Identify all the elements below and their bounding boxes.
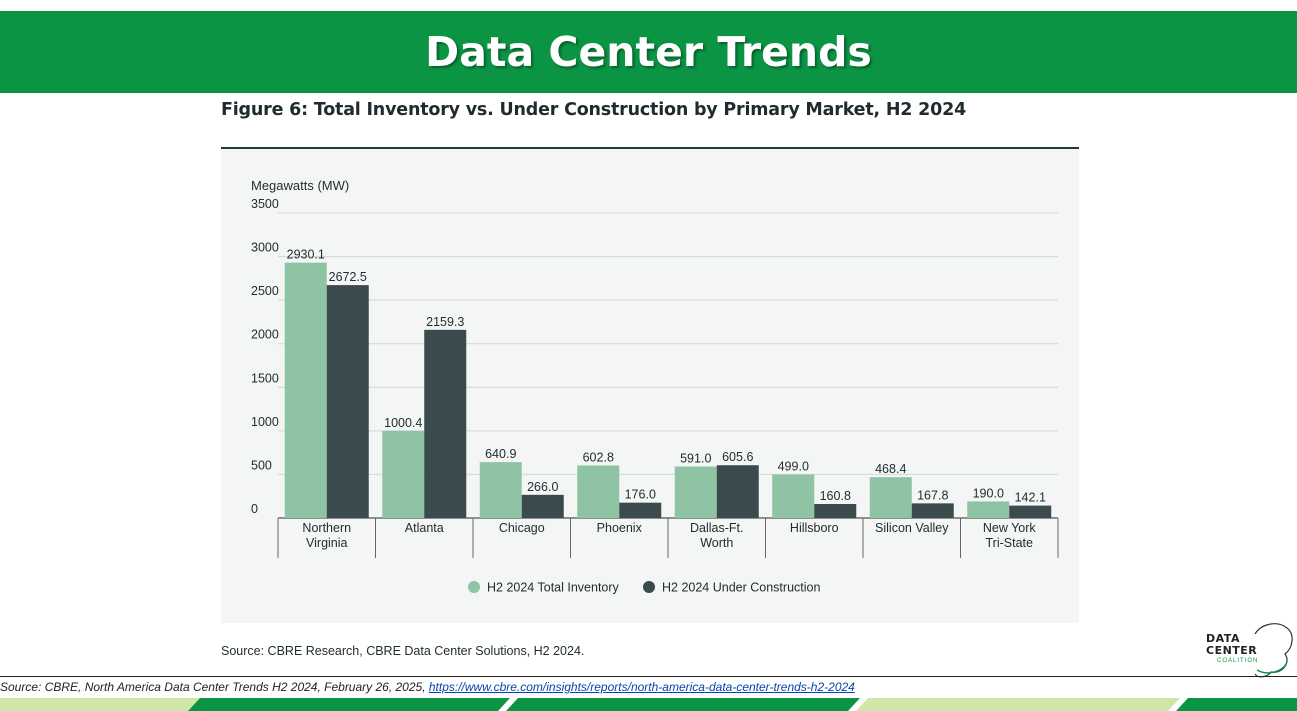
data-center-coalition-logo: DATA CENTER COALITION xyxy=(1197,618,1297,678)
y-axis-title: Megawatts (MW) xyxy=(251,178,349,193)
figure-title: Figure 6: Total Inventory vs. Under Cons… xyxy=(221,100,967,120)
data-label: 176.0 xyxy=(625,488,656,502)
bar xyxy=(967,501,1010,518)
data-label: 468.4 xyxy=(875,462,906,476)
y-tick-label: 0 xyxy=(251,502,258,516)
logo-text-line2: CENTER xyxy=(1206,644,1258,657)
y-tick-label: 1000 xyxy=(251,415,279,429)
bar xyxy=(869,477,912,518)
x-tick-label: New York xyxy=(983,521,1037,535)
footer-divider xyxy=(0,676,1297,677)
bar xyxy=(521,494,564,518)
y-tick-label: 2500 xyxy=(251,284,279,298)
x-tick-label: Northern xyxy=(302,521,351,535)
page-title: Data Center Trends xyxy=(425,28,872,76)
bar xyxy=(814,503,857,518)
data-label: 591.0 xyxy=(680,451,711,465)
y-tick-label: 500 xyxy=(251,458,272,472)
bar xyxy=(1009,505,1052,518)
data-label: 605.6 xyxy=(722,450,753,464)
data-label: 1000.4 xyxy=(384,416,422,430)
legend-label: H2 2024 Total Inventory xyxy=(487,581,620,595)
x-tick-label: Hillsboro xyxy=(790,521,839,535)
footer-stripe xyxy=(0,698,1297,711)
x-tick-label: Dallas-Ft. xyxy=(690,521,743,535)
bar xyxy=(716,465,759,518)
data-label: 190.0 xyxy=(973,486,1004,500)
data-label: 167.8 xyxy=(917,488,948,502)
chart-panel: Megawatts (MW) 3500 3000 2500 2000 1500 1000 50… xyxy=(221,147,1079,623)
y-tick-label: 1500 xyxy=(251,371,279,385)
data-label: 266.0 xyxy=(527,480,558,494)
logo-text-line1: DATA xyxy=(1206,632,1240,645)
bar xyxy=(911,503,954,518)
legend-swatch xyxy=(468,581,480,593)
data-label: 499.0 xyxy=(778,460,809,474)
legend-label: H2 2024 Under Construction xyxy=(662,581,820,595)
bar xyxy=(674,466,717,518)
bar xyxy=(326,285,369,518)
bar xyxy=(577,465,620,518)
x-tick-label: Chicago xyxy=(499,521,545,535)
footer-source: Source: CBRE, North America Data Center … xyxy=(0,680,855,694)
data-label: 2930.1 xyxy=(287,248,325,262)
bar xyxy=(619,502,662,518)
bar-chart: Megawatts (MW) 3500 3000 2500 2000 1500 1000 50… xyxy=(251,178,1059,595)
x-tick-label: Phoenix xyxy=(597,521,643,535)
data-label: 602.8 xyxy=(583,450,614,464)
y-tick-label: 2000 xyxy=(251,328,279,342)
data-label: 640.9 xyxy=(485,447,516,461)
bar xyxy=(424,329,467,518)
x-tick-label: Virginia xyxy=(306,536,348,550)
y-tick-label: 3000 xyxy=(251,241,279,255)
figure-source: Source: CBRE Research, CBRE Data Center … xyxy=(221,644,585,658)
y-tick-label: 3500 xyxy=(251,197,279,211)
logo-text-line3: COALITION xyxy=(1217,658,1259,664)
header-bar: Data Center Trends xyxy=(0,11,1297,93)
bar xyxy=(772,474,815,518)
x-tick-label: Worth xyxy=(700,536,733,550)
x-tick-label: Atlanta xyxy=(405,521,444,535)
bar xyxy=(479,462,522,518)
x-tick-label: Tri-State xyxy=(986,536,1034,550)
data-label: 2672.5 xyxy=(329,270,367,284)
data-label: 2159.3 xyxy=(426,315,464,329)
legend-swatch xyxy=(643,581,655,593)
footer-source-text: Source: CBRE, North America Data Center … xyxy=(0,680,429,694)
data-label: 160.8 xyxy=(820,489,851,503)
bar xyxy=(284,262,327,518)
data-label: 142.1 xyxy=(1015,491,1046,505)
x-tick-label: Silicon Valley xyxy=(875,521,949,535)
footer-source-link[interactable]: https://www.cbre.com/insights/reports/no… xyxy=(428,680,855,694)
bar xyxy=(382,430,425,518)
logo-arc-icon xyxy=(1254,623,1293,678)
